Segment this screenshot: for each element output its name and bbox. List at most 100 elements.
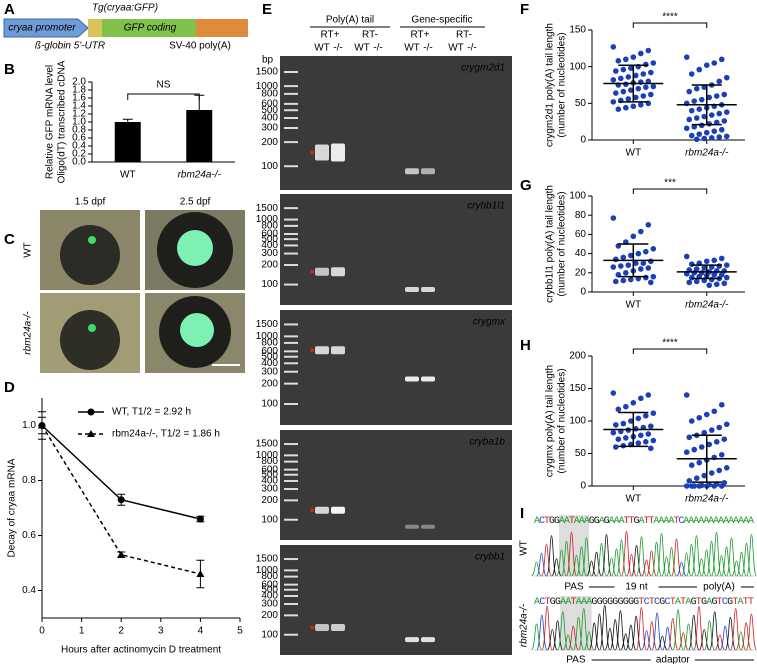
point xyxy=(645,78,652,85)
gel xyxy=(280,310,512,425)
ladder-band xyxy=(284,488,298,491)
marker xyxy=(87,408,95,416)
point xyxy=(696,414,703,421)
x-axis-label: Hours after actinomycin D treatment xyxy=(61,645,221,656)
bp-label: bp xyxy=(262,55,274,66)
bracket xyxy=(632,348,708,354)
gene-label: crygm2d1 xyxy=(461,63,505,74)
y-tick-label: 1.2 xyxy=(72,109,86,120)
ladder-band xyxy=(284,85,298,88)
ladder-band xyxy=(284,102,298,105)
sequence: ACTGGAATAAAGGGGGGGGGTCTCGCTATAGTGAGTCGTA… xyxy=(534,597,754,608)
ladder-band xyxy=(284,224,298,227)
y-tick-label: 100 xyxy=(569,416,586,427)
ladder-band xyxy=(284,323,298,326)
point xyxy=(648,91,654,98)
rt-label: RT- xyxy=(456,30,472,41)
band xyxy=(331,624,345,631)
sd-bar xyxy=(691,84,722,126)
point xyxy=(643,413,649,419)
bar xyxy=(186,110,213,162)
point xyxy=(683,449,690,456)
y-tick-label: 100 xyxy=(569,61,586,72)
ladder-label: 200 xyxy=(261,260,278,271)
x-tick-label: 4 xyxy=(198,626,204,637)
x-tick-label: 5 xyxy=(237,626,243,637)
peak xyxy=(536,614,548,651)
row-label: rbm24a-/- xyxy=(519,603,530,647)
peak xyxy=(698,628,710,651)
peak xyxy=(546,628,558,651)
point xyxy=(620,277,627,284)
gfp-box xyxy=(88,19,196,37)
sd-bar xyxy=(618,64,649,103)
point xyxy=(620,88,627,95)
point xyxy=(688,274,695,281)
ladder-label: 100 xyxy=(261,399,278,410)
ladder-band xyxy=(284,232,298,235)
x-tick-label: rbm24a-/- xyxy=(685,494,729,505)
lane-label: WT xyxy=(314,43,330,54)
lane-label: -/- xyxy=(467,43,476,54)
peak xyxy=(667,617,679,651)
peak xyxy=(641,559,652,577)
point xyxy=(618,263,624,269)
peak xyxy=(536,552,547,577)
peak xyxy=(556,549,567,577)
point xyxy=(723,465,730,471)
sd-bar xyxy=(618,243,649,278)
point xyxy=(648,445,654,452)
rt-label: RT+ xyxy=(411,30,430,41)
panel-label: A xyxy=(4,1,15,18)
point xyxy=(645,392,652,398)
peak xyxy=(530,623,543,651)
point xyxy=(693,278,700,285)
point xyxy=(610,215,617,221)
y-tick-label: 1.4 xyxy=(72,101,86,112)
point xyxy=(716,424,723,431)
sd-bar xyxy=(691,434,722,483)
ladder-band xyxy=(284,283,298,286)
point xyxy=(718,126,725,133)
point xyxy=(618,75,624,82)
star-marker xyxy=(310,269,314,274)
point xyxy=(721,91,728,98)
row-label: WT xyxy=(23,242,34,258)
point xyxy=(698,96,705,103)
peak xyxy=(625,624,637,651)
peak xyxy=(656,635,668,651)
construct-title: Tg(cryaa:GFP) xyxy=(92,3,158,14)
ladder-band xyxy=(284,92,298,95)
row-label: WT xyxy=(519,540,530,556)
point xyxy=(610,77,617,83)
point xyxy=(633,94,639,101)
y-tick-label: 0 xyxy=(580,481,586,492)
peak xyxy=(677,632,689,651)
ladder-band xyxy=(284,362,298,365)
ladder-label: 500 xyxy=(261,234,278,245)
band xyxy=(315,506,329,514)
annotation: PAS xyxy=(566,655,586,664)
y-tick-label: 0.6 xyxy=(22,530,36,541)
ladder-label: 400 xyxy=(261,240,278,251)
peak xyxy=(719,625,731,651)
peak xyxy=(586,560,597,577)
point xyxy=(686,434,693,441)
peak xyxy=(588,622,600,651)
point xyxy=(615,58,622,64)
x-tick-label: rbm24a-/- xyxy=(178,170,222,181)
gel xyxy=(280,56,512,190)
gene-label: crygmx xyxy=(473,317,506,328)
point xyxy=(650,246,657,252)
peak xyxy=(593,613,606,651)
y-axis-label: crybb1l1 poly(A) tail length xyxy=(545,185,556,303)
point xyxy=(721,118,728,124)
ladder-label: 800 xyxy=(261,338,278,349)
gel xyxy=(280,194,512,305)
point xyxy=(643,84,649,90)
panel-label: F xyxy=(520,1,529,18)
point xyxy=(683,483,690,489)
point xyxy=(686,478,693,484)
ladder-label: 400 xyxy=(261,591,278,602)
point xyxy=(643,439,649,445)
